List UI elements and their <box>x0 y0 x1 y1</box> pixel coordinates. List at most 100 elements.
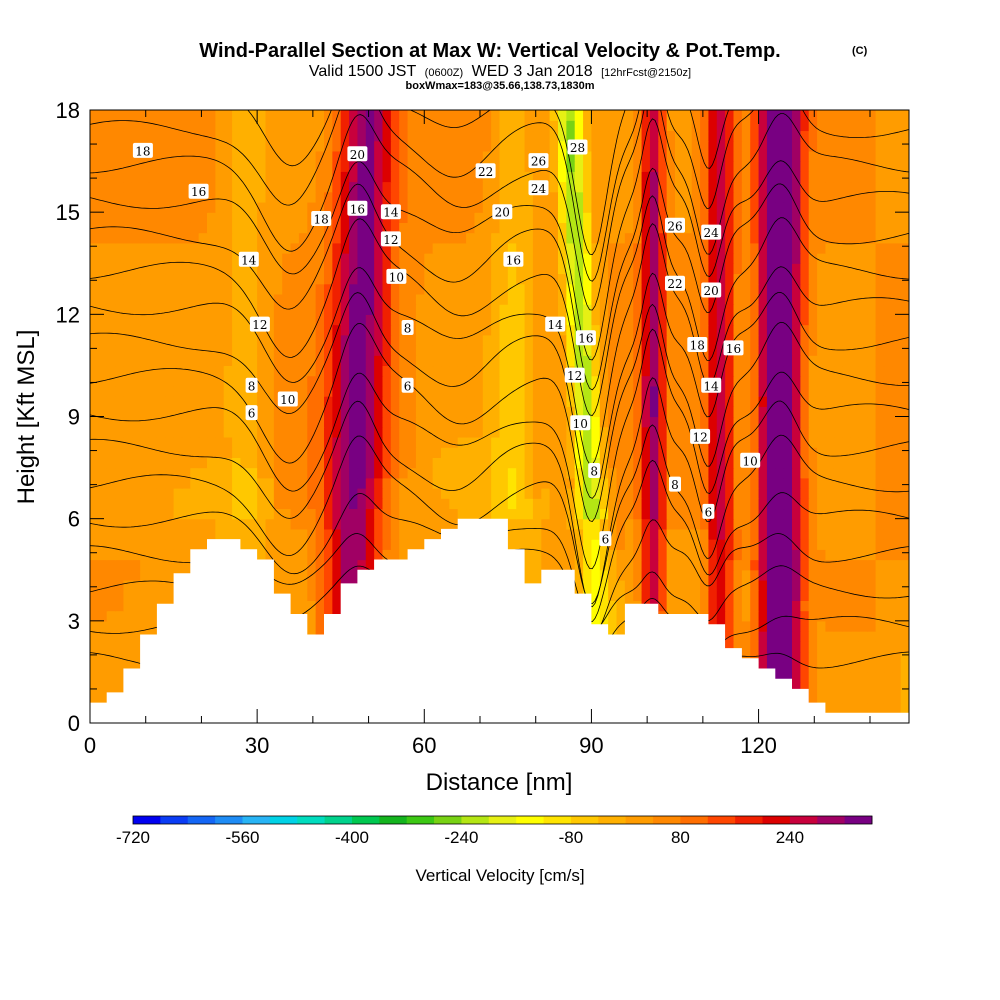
velocity-cell <box>691 477 701 489</box>
velocity-cell <box>173 324 183 336</box>
velocity-cell <box>750 334 760 346</box>
velocity-cell <box>290 273 300 285</box>
velocity-cell <box>808 692 818 704</box>
velocity-cell <box>524 263 534 275</box>
velocity-cell <box>190 406 200 418</box>
velocity-cell <box>683 508 693 520</box>
velocity-cell <box>599 293 609 305</box>
velocity-cell <box>123 559 133 571</box>
velocity-cell <box>131 477 141 489</box>
velocity-cell <box>466 253 476 264</box>
velocity-cell <box>574 283 584 295</box>
velocity-cell <box>340 528 350 540</box>
velocity-cell <box>558 518 567 530</box>
velocity-cell <box>900 498 909 510</box>
velocity-cell <box>156 518 166 530</box>
velocity-cell <box>273 528 283 540</box>
velocity-cell <box>666 232 676 244</box>
velocity-cell <box>775 273 785 285</box>
velocity-cell <box>190 539 200 550</box>
velocity-cell <box>792 304 801 315</box>
velocity-cell <box>708 324 718 336</box>
velocity-cell <box>900 651 909 663</box>
velocity-cell <box>248 201 258 213</box>
velocity-cell <box>90 528 99 540</box>
velocity-cell <box>725 610 735 622</box>
velocity-cell <box>658 508 668 520</box>
velocity-cell <box>307 314 317 326</box>
velocity-cell <box>307 620 317 632</box>
velocity-cell <box>800 212 810 223</box>
velocity-cell <box>549 242 559 254</box>
velocity-cell <box>733 467 743 479</box>
velocity-cell <box>365 416 375 428</box>
velocity-cell <box>532 385 542 397</box>
velocity-cell <box>90 232 99 244</box>
velocity-cell <box>140 242 150 254</box>
velocity-cell <box>775 631 785 642</box>
velocity-cell <box>332 304 342 315</box>
velocity-cell <box>758 253 768 264</box>
velocity-cell <box>783 457 793 469</box>
velocity-cell <box>875 396 885 407</box>
velocity-cell <box>90 365 99 377</box>
velocity-cell <box>424 334 434 346</box>
velocity-cell <box>750 416 760 428</box>
velocity-cell <box>232 396 242 407</box>
velocity-cell <box>883 682 893 693</box>
velocity-cell <box>349 293 359 305</box>
velocity-cell <box>800 498 810 510</box>
velocity-cell <box>792 467 801 479</box>
velocity-cell <box>549 488 559 499</box>
velocity-cell <box>883 467 893 479</box>
velocity-cell <box>524 222 534 234</box>
velocity-cell <box>549 355 559 367</box>
velocity-cell <box>792 253 801 264</box>
velocity-cell <box>491 253 501 264</box>
velocity-cell <box>708 477 718 489</box>
velocity-cell <box>424 201 434 213</box>
velocity-cell <box>474 467 484 479</box>
velocity-cell <box>190 518 200 530</box>
velocity-cell <box>466 498 476 510</box>
velocity-cell <box>624 283 634 295</box>
velocity-cell <box>750 549 760 561</box>
velocity-cell <box>858 242 868 254</box>
velocity-cell <box>867 671 877 683</box>
velocity-cell <box>566 426 576 438</box>
velocity-cell <box>415 426 425 438</box>
velocity-cell <box>207 334 216 346</box>
velocity-cell <box>850 579 860 591</box>
velocity-cell <box>825 304 835 315</box>
velocity-cell <box>875 314 885 326</box>
velocity-cell <box>649 273 659 285</box>
velocity-cell <box>833 702 843 714</box>
velocity-cell <box>691 508 701 520</box>
velocity-cell <box>708 212 718 223</box>
velocity-cell <box>315 518 325 530</box>
velocity-cell <box>624 396 634 407</box>
velocity-cell <box>758 620 768 632</box>
velocity-cell <box>148 508 158 520</box>
velocity-cell <box>741 344 751 356</box>
velocity-cell <box>833 498 843 510</box>
velocity-cell <box>290 263 300 275</box>
velocity-cell <box>441 396 450 407</box>
velocity-cell <box>165 508 175 520</box>
velocity-cell <box>298 579 308 591</box>
velocity-cell <box>875 334 885 346</box>
velocity-cell <box>766 232 776 244</box>
velocity-cell <box>817 651 827 663</box>
velocity-cell <box>758 242 768 254</box>
velocity-cell <box>148 579 158 591</box>
velocity-cell <box>115 610 125 622</box>
velocity-cell <box>792 375 801 387</box>
velocity-cell <box>507 396 517 407</box>
velocity-cell <box>516 467 526 479</box>
velocity-cell <box>165 212 175 223</box>
velocity-cell <box>399 498 409 510</box>
velocity-cell <box>123 590 133 601</box>
velocity-cell <box>273 498 283 510</box>
velocity-cell <box>725 477 735 489</box>
